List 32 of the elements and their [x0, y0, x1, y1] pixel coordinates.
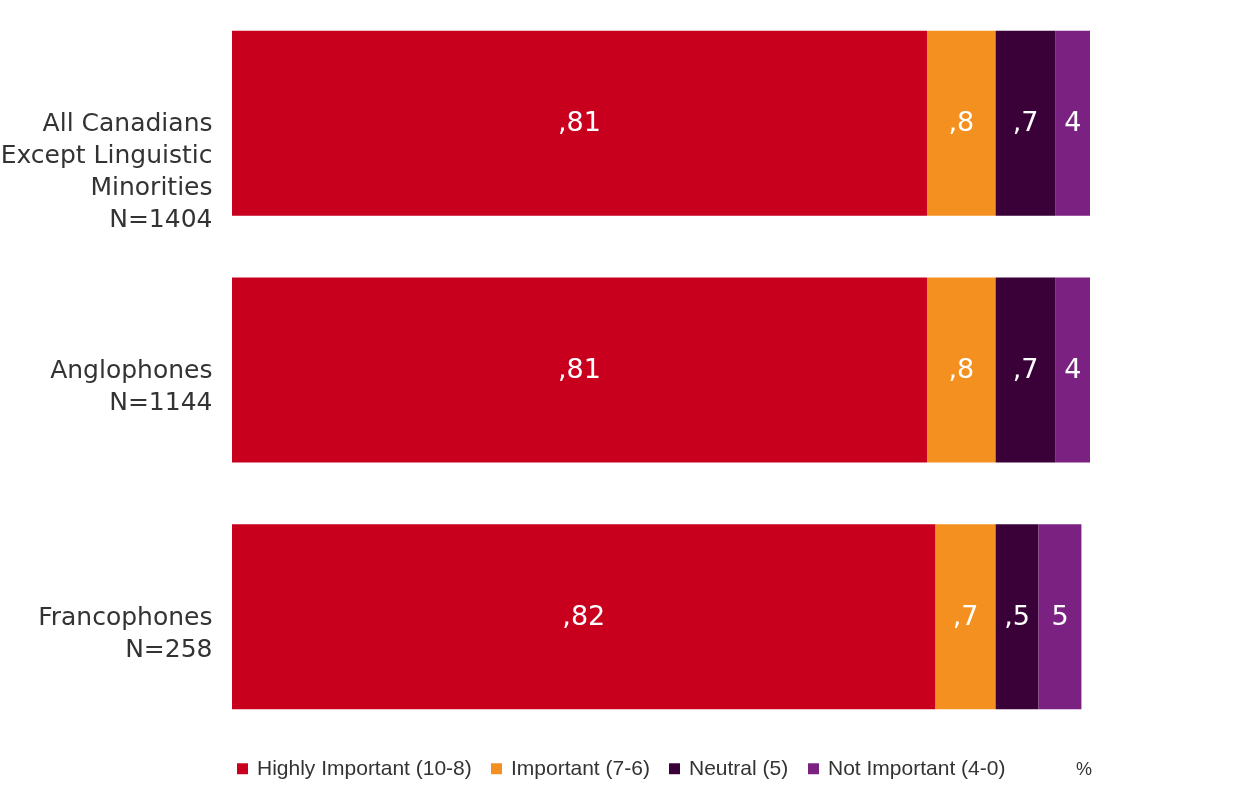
data-label: ,7: [1012, 106, 1039, 138]
data-label: ,8: [948, 353, 975, 384]
bar: [935, 524, 996, 710]
bar: [995, 524, 1039, 710]
annotation: %: [1075, 759, 1092, 779]
y-tick-label: Anglophones N=1144: [50, 355, 213, 416]
bar: [995, 277, 1056, 463]
data-label: ,81: [558, 353, 601, 384]
bar: [995, 30, 1056, 216]
data-label: ,8: [948, 106, 975, 138]
y-tick-label: Francophones N=258: [38, 601, 213, 663]
bar: [926, 277, 996, 463]
data-label: 4: [1064, 106, 1082, 138]
y-tick-label: All Canadians Except Linguistic Minorities N=1404: [0, 108, 213, 234]
legend-label: Neutral (5): [689, 755, 789, 779]
data-label: ,81: [558, 106, 601, 138]
legend-label: Important (7-6): [511, 755, 650, 779]
bar: [1055, 30, 1090, 216]
data-label: ,82: [562, 599, 606, 631]
legend-label: Not Important (4-0): [828, 755, 1006, 779]
data-label: ,7: [1012, 353, 1039, 384]
bar: [1055, 277, 1090, 463]
data-label: ,7: [952, 599, 979, 631]
data-label: 4: [1064, 353, 1082, 384]
bar: [232, 277, 927, 463]
data-label: ,5: [1004, 599, 1030, 631]
legend-label: Highly Important (10-8): [257, 755, 472, 779]
bar: [926, 30, 996, 216]
bar: [1038, 524, 1082, 710]
bar: [232, 524, 936, 710]
bar: [232, 30, 927, 216]
data-label: 5: [1051, 599, 1069, 631]
